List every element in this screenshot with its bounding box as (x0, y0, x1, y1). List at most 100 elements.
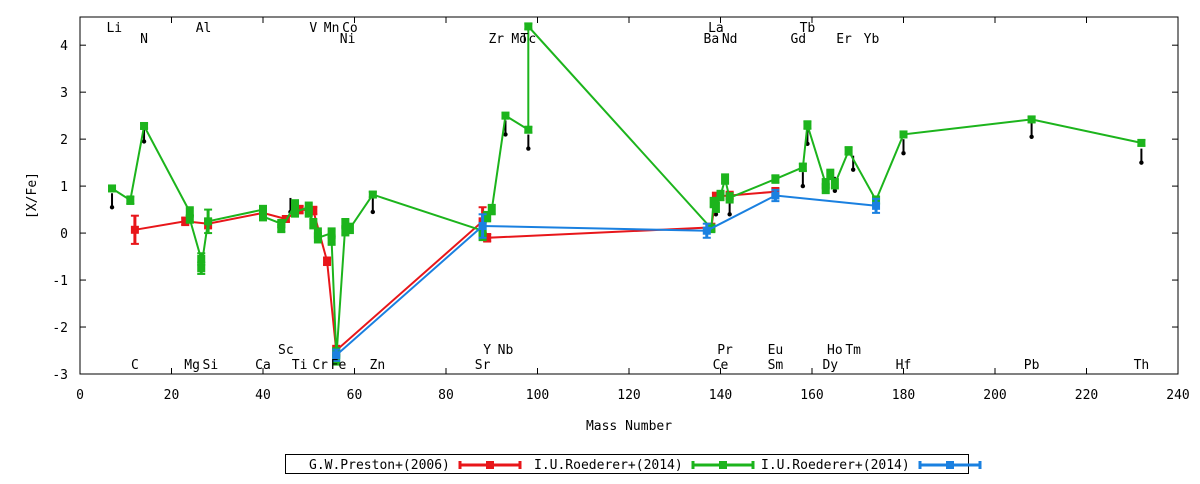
data-point-1 (711, 203, 720, 212)
legend-label-0: G.W.Preston+(2006) (309, 457, 450, 473)
x-tick-label: 0 (76, 388, 84, 403)
element-label: Al (196, 21, 212, 36)
element-label: Hf (896, 358, 912, 373)
data-point-1 (309, 219, 318, 228)
data-point-1 (721, 175, 730, 184)
element-label: Pr (717, 343, 733, 358)
element-label: N (140, 32, 148, 47)
data-point-1 (803, 121, 812, 130)
data-point-1 (716, 191, 725, 200)
y-tick-label: 3 (60, 86, 68, 101)
data-point-2 (332, 351, 341, 360)
x-tick-label: 240 (1166, 388, 1189, 403)
data-point-1 (524, 125, 533, 134)
y-tick-label: 1 (60, 180, 68, 195)
element-label: Ho (827, 343, 843, 358)
y-tick-label: -1 (52, 274, 68, 289)
element-label: Tm (845, 343, 861, 358)
data-point-1 (368, 190, 377, 199)
upper-limit-point (850, 167, 856, 172)
data-point-1 (725, 193, 734, 202)
y-tick-label: -3 (52, 368, 68, 383)
data-point-0 (483, 233, 492, 242)
upper-limit-point (713, 212, 719, 217)
x-tick-label: 220 (1075, 388, 1098, 403)
x-tick-label: 120 (617, 388, 640, 403)
upper-limit-point (727, 212, 732, 217)
data-point-1 (197, 264, 206, 273)
upper-limit-point (1139, 160, 1144, 165)
data-point-0 (309, 206, 318, 215)
element-label: Si (203, 358, 219, 373)
legend-swatch-1 (691, 461, 755, 469)
x-tick-label: 20 (164, 388, 180, 403)
data-point-1 (185, 207, 194, 216)
data-point-1 (341, 226, 350, 235)
data-point-1 (291, 207, 300, 216)
x-tick-label: 60 (347, 388, 363, 403)
data-point-1 (524, 22, 533, 31)
upper-limit-point (832, 188, 838, 194)
element-label: Ce (713, 358, 729, 373)
element-label: Zn (370, 358, 386, 373)
legend-swatch-2 (918, 461, 982, 469)
element-label: Zr (488, 32, 504, 47)
element-label: Co (342, 21, 358, 36)
element-label: Fe (331, 358, 347, 373)
upper-limit-point (901, 151, 906, 156)
element-label: Ca (255, 358, 271, 373)
data-point-0 (181, 217, 190, 226)
element-label: Li (106, 21, 122, 36)
element-label: Tb (800, 21, 816, 36)
upper-limit-point (109, 205, 115, 210)
element-label: Sc (278, 343, 294, 358)
element-label: Nd (722, 32, 738, 47)
x-tick-label: 160 (800, 388, 823, 403)
data-point-1 (501, 111, 510, 120)
data-point-1 (108, 184, 117, 193)
data-point-1 (327, 229, 336, 238)
element-label: Mo (511, 32, 527, 47)
upper-limit-point (800, 183, 806, 189)
data-point-1 (345, 224, 354, 233)
x-axis-label: Mass Number (586, 419, 672, 434)
data-point-1 (185, 214, 194, 223)
data-point-1 (771, 175, 780, 184)
upper-limit-point (370, 209, 375, 215)
legend-item-2: I.U.Roederer+(2014) (761, 456, 982, 474)
data-point-1 (1027, 115, 1036, 124)
data-point-2 (872, 201, 881, 210)
data-point-2 (478, 222, 487, 231)
element-label: Ni (340, 32, 356, 47)
data-point-1 (798, 163, 807, 172)
x-tick-label: 200 (983, 388, 1006, 403)
element-label: Mn (324, 21, 340, 36)
legend-label-1: I.U.Roederer+(2014) (534, 457, 683, 473)
data-point-1 (899, 130, 908, 139)
element-label: Eu (768, 343, 784, 358)
upper-limit-point (1029, 134, 1034, 139)
upper-limit-point (141, 139, 147, 144)
data-point-1 (826, 170, 835, 179)
data-point-1 (821, 184, 830, 193)
x-tick-label: 140 (709, 388, 732, 403)
data-point-1 (204, 217, 213, 226)
element-label: Th (1134, 358, 1150, 373)
y-tick-label: 4 (60, 39, 68, 54)
y-tick-label: 2 (60, 133, 68, 148)
data-point-1 (140, 121, 149, 130)
data-point-1 (313, 233, 322, 242)
x-tick-label: 180 (892, 388, 915, 403)
series-line-2 (335, 194, 877, 356)
y-tick-label: 0 (60, 227, 68, 242)
data-point-2 (702, 226, 711, 235)
element-label: Sr (475, 358, 491, 373)
data-point-1 (830, 179, 839, 188)
element-label: Er (836, 32, 852, 47)
y-axis-label: [X/Fe] (25, 172, 40, 219)
data-point-1 (327, 236, 336, 245)
element-label: Mg (184, 358, 200, 373)
element-label: Gd (790, 32, 806, 47)
